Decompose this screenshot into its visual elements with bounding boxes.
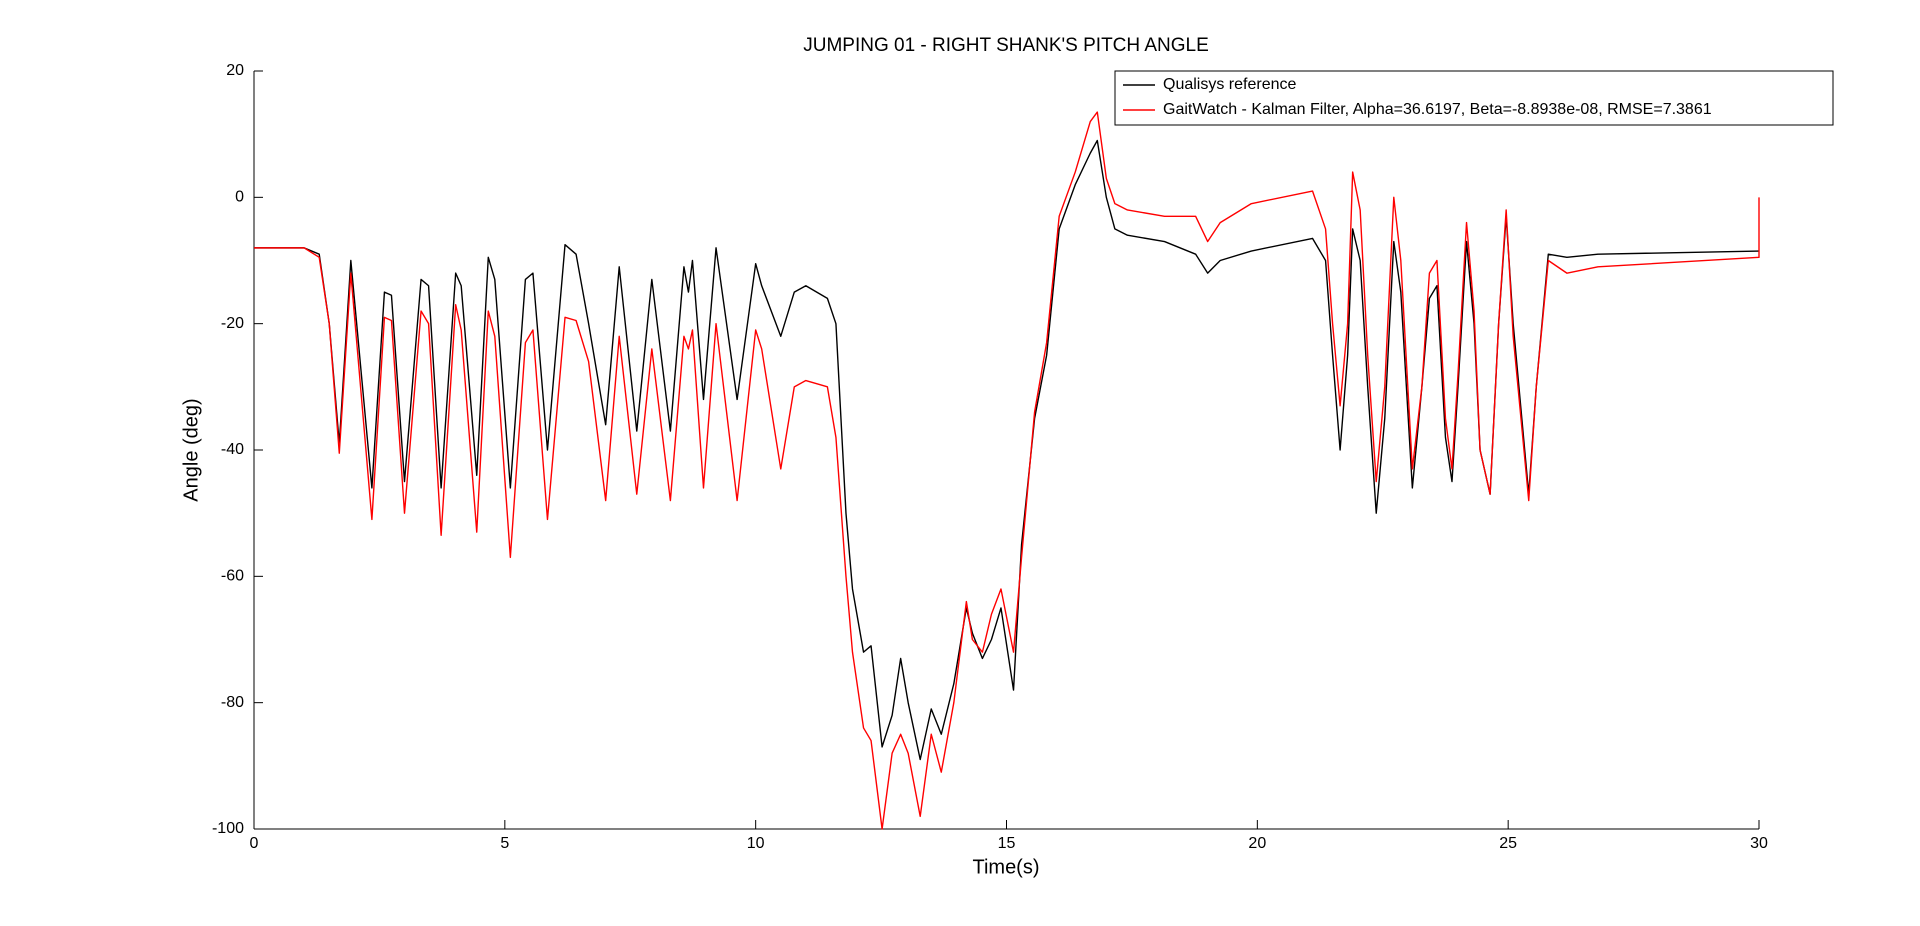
y-tick-label: -60: [221, 568, 244, 585]
data-line: [254, 111, 1760, 830]
x-tick-label: 20: [1248, 835, 1266, 852]
y-axis-label: Angle (deg): [180, 398, 202, 501]
y-tick-label: -100: [212, 820, 244, 837]
x-tick-label: 0: [250, 835, 259, 852]
x-tick-label: 5: [500, 835, 509, 852]
chart-title: JUMPING 01 - RIGHT SHANK'S PITCH ANGLE: [803, 35, 1209, 56]
legend: Qualisys reference GaitWatch - Kalman Fil…: [1114, 70, 1834, 126]
x-axis-label: Time(s): [972, 856, 1039, 878]
legend-box: [1114, 70, 1834, 126]
x-tick-label: 15: [998, 835, 1016, 852]
y-tick-label: -80: [221, 694, 244, 711]
y-tick-label: -40: [221, 441, 244, 458]
legend-label: GaitWatch - Kalman Filter, Alpha=36.6197…: [1163, 101, 1712, 118]
x-tick-label: 25: [1499, 835, 1517, 852]
y-tick-label: 20: [226, 62, 244, 79]
legend-label: Qualisys reference: [1163, 76, 1296, 93]
data-line: [254, 139, 1760, 761]
y-tick-label: -20: [221, 315, 244, 332]
x-tick-label: 30: [1750, 835, 1768, 852]
x-tick-label: 10: [747, 835, 765, 852]
y-tick-label: 0: [235, 189, 244, 206]
